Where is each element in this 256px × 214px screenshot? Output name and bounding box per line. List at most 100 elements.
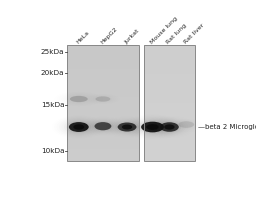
Bar (67, 115, 139, 117)
Bar (67, 94, 139, 97)
Bar (67, 57, 139, 60)
Text: 20kDa: 20kDa (41, 70, 64, 76)
Bar (144, 117, 195, 120)
Ellipse shape (178, 121, 194, 128)
Bar (144, 86, 195, 89)
Bar (144, 100, 195, 103)
Ellipse shape (73, 124, 84, 130)
Bar (144, 63, 195, 66)
Bar (67, 135, 139, 138)
Bar (144, 149, 195, 152)
Bar (67, 158, 139, 161)
Bar (67, 106, 139, 109)
Bar (144, 135, 195, 138)
Bar (67, 155, 139, 158)
Text: Rat liver: Rat liver (183, 22, 205, 45)
Bar (144, 146, 195, 149)
Ellipse shape (94, 122, 111, 130)
Ellipse shape (160, 122, 179, 132)
Bar (67, 152, 139, 155)
Bar (144, 123, 195, 126)
Bar (144, 109, 195, 112)
Text: 10kDa: 10kDa (41, 148, 64, 154)
Bar (144, 92, 195, 94)
Ellipse shape (70, 96, 88, 102)
Bar (144, 106, 195, 109)
Bar (67, 117, 139, 120)
Text: 25kDa: 25kDa (41, 49, 64, 55)
Text: HepG2: HepG2 (99, 26, 118, 45)
Bar (144, 60, 195, 63)
Bar (144, 68, 195, 71)
Bar (144, 74, 195, 77)
Bar (144, 45, 195, 161)
Bar (144, 115, 195, 117)
Bar (67, 112, 139, 115)
Bar (67, 80, 139, 83)
Bar (67, 86, 139, 89)
Bar (67, 60, 139, 63)
Ellipse shape (95, 96, 110, 102)
Bar (67, 146, 139, 149)
Bar (67, 89, 139, 92)
Ellipse shape (118, 122, 136, 132)
Ellipse shape (141, 122, 164, 132)
Bar (67, 45, 139, 161)
Bar (144, 144, 195, 146)
Bar (67, 51, 139, 54)
Ellipse shape (122, 125, 132, 129)
Bar (67, 54, 139, 57)
Bar (144, 138, 195, 141)
Bar (67, 68, 139, 71)
Bar (67, 45, 139, 161)
Bar (67, 83, 139, 86)
Text: Jurkat: Jurkat (124, 28, 140, 45)
Bar (67, 66, 139, 68)
Bar (144, 54, 195, 57)
Bar (144, 158, 195, 161)
Bar (67, 103, 139, 106)
Bar (67, 149, 139, 152)
Bar (144, 66, 195, 68)
Text: Mouse lung: Mouse lung (149, 16, 178, 45)
Bar (67, 45, 139, 48)
Bar (67, 100, 139, 103)
Bar (144, 83, 195, 86)
Bar (144, 71, 195, 74)
Bar (67, 129, 139, 132)
Text: —beta 2 Microglobulin: —beta 2 Microglobulin (198, 124, 256, 130)
Ellipse shape (164, 124, 175, 130)
Bar (144, 80, 195, 83)
Bar (67, 97, 139, 100)
Text: 15kDa: 15kDa (41, 102, 64, 108)
Bar (144, 152, 195, 155)
Bar (144, 141, 195, 144)
Bar (67, 63, 139, 66)
Bar (67, 132, 139, 135)
Text: Rat lung: Rat lung (166, 22, 188, 45)
Bar (144, 77, 195, 80)
Text: HeLa: HeLa (75, 30, 90, 45)
Bar (144, 57, 195, 60)
Bar (144, 51, 195, 54)
Bar (67, 123, 139, 126)
Bar (67, 48, 139, 51)
Bar (144, 132, 195, 135)
Bar (144, 45, 195, 161)
Bar (144, 120, 195, 123)
Bar (67, 138, 139, 141)
Bar (144, 126, 195, 129)
Ellipse shape (146, 124, 159, 130)
Bar (144, 45, 195, 48)
Bar (144, 103, 195, 106)
Bar (67, 120, 139, 123)
Bar (144, 155, 195, 158)
Bar (67, 71, 139, 74)
Bar (67, 126, 139, 129)
Bar (144, 89, 195, 92)
Bar (144, 48, 195, 51)
Bar (144, 97, 195, 100)
Bar (67, 92, 139, 94)
Bar (67, 77, 139, 80)
Bar (67, 109, 139, 112)
